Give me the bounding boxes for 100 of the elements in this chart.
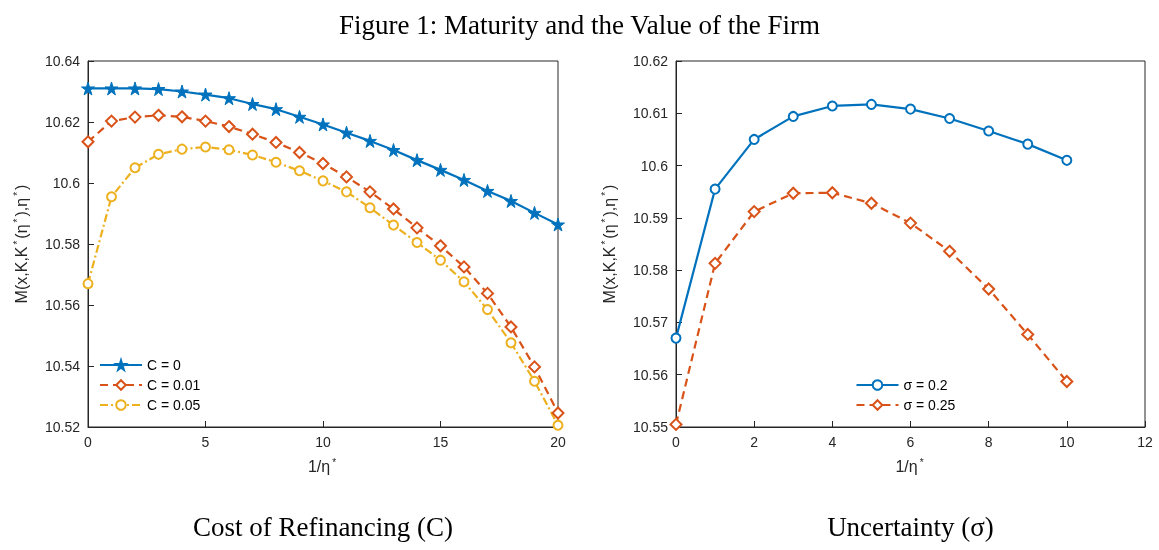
x-tick-label: 0: [84, 434, 93, 450]
point: [128, 81, 142, 96]
point: [245, 97, 260, 111]
point: [294, 165, 305, 177]
point: [1061, 154, 1073, 166]
x-tick-label: 4: [828, 434, 837, 450]
y-tick-label: 10.62: [632, 53, 669, 69]
point: [1060, 375, 1074, 389]
x-axis-title: 1/η*: [895, 456, 924, 475]
y-tick-label: 10.64: [44, 53, 81, 69]
point: [669, 417, 683, 431]
point: [457, 260, 471, 274]
point: [106, 191, 117, 203]
legend-label: C = 0: [147, 357, 182, 373]
point: [481, 286, 494, 300]
text: Uncertainty (σ): [826, 512, 995, 543]
y-tick-label: 10.56: [44, 297, 81, 313]
point: [247, 149, 258, 161]
point: [151, 82, 166, 97]
point: [865, 98, 877, 110]
point: [363, 185, 377, 199]
point: [222, 120, 236, 134]
point: [786, 186, 800, 200]
y-tick-label: 10.55: [632, 419, 669, 435]
y-tick-label: 10.61: [632, 105, 669, 122]
point: [198, 87, 213, 102]
y-tick-label: 10.6: [640, 157, 669, 174]
point: [551, 217, 565, 232]
x-tick-label: 20: [550, 434, 566, 450]
point: [458, 276, 470, 288]
point: [826, 100, 838, 112]
point: [388, 219, 399, 231]
y-tick-label: 10.62: [44, 114, 81, 130]
point: [363, 133, 377, 148]
point: [433, 162, 448, 177]
point: [904, 216, 917, 230]
point: [199, 114, 212, 128]
point: [943, 244, 957, 258]
x-axis-title: 1/η*: [307, 456, 337, 475]
chart-title: Figure 1: Maturity and the Value of the Firm: [338, 10, 821, 41]
y-tick-label: 10.56: [632, 366, 669, 383]
point: [81, 135, 95, 149]
x-tick-label: 10: [315, 434, 331, 450]
text: Cost of Refinancing (C): [191, 512, 455, 543]
point: [434, 239, 447, 253]
point: [153, 148, 164, 160]
point: [825, 186, 839, 200]
point: [387, 202, 400, 216]
point: [175, 110, 189, 124]
point: [386, 143, 401, 158]
x-tick-label: 8: [984, 434, 993, 450]
point: [435, 254, 446, 266]
y-tick-label: 10.57: [632, 314, 669, 331]
point: [1022, 138, 1034, 150]
x-tick-label: 2: [750, 434, 759, 450]
point: [1021, 327, 1035, 341]
point: [129, 162, 141, 174]
point: [709, 183, 721, 195]
point: [293, 146, 306, 159]
x-tick-label: 0: [672, 434, 681, 450]
point: [176, 143, 188, 155]
point: [81, 81, 95, 96]
point: [222, 91, 236, 106]
point: [340, 170, 353, 184]
legend-label: σ = 0.2: [903, 377, 948, 393]
point: [411, 236, 423, 248]
point: [670, 332, 682, 344]
point: [104, 81, 119, 96]
y-axis-title: M(x,K,K*(η*),η*): [11, 184, 30, 304]
point: [748, 133, 760, 145]
legend-label: C = 0.01: [147, 377, 201, 393]
point: [944, 113, 956, 125]
point: [200, 141, 211, 153]
x-tick-label: 15: [432, 434, 449, 450]
point: [527, 205, 542, 220]
point: [270, 156, 282, 168]
point: [246, 127, 259, 141]
point: [528, 360, 541, 374]
point: [316, 156, 330, 170]
point: [529, 375, 540, 387]
point: [864, 196, 878, 210]
point: [292, 109, 307, 124]
x-tick-label: 10: [1059, 434, 1075, 450]
point: [480, 183, 495, 198]
point: [551, 406, 565, 420]
point: [105, 114, 118, 128]
point: [269, 135, 283, 149]
point: [787, 110, 799, 122]
y-axis-title: M(x,K,K*(η*),η*): [599, 184, 618, 304]
point: [410, 221, 424, 235]
point: [410, 153, 424, 168]
y-tick-label: 10.6: [52, 175, 81, 191]
x-tick-label: 12: [1137, 434, 1153, 450]
point: [482, 304, 493, 316]
point: [708, 256, 722, 270]
point: [457, 172, 471, 187]
legend-label: C = 0.05: [147, 397, 201, 413]
point: [504, 193, 518, 208]
point: [223, 144, 235, 156]
point: [128, 110, 142, 124]
